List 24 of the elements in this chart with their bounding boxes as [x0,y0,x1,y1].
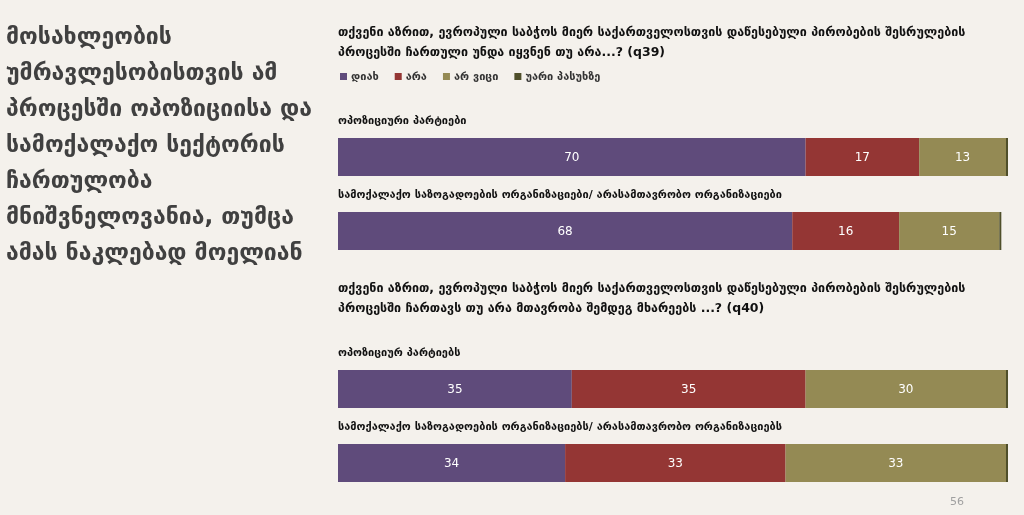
data-label: 70 [564,150,580,164]
data-label: 15 [941,224,957,238]
data-label: 33 [667,456,683,470]
legend-label: არა [405,70,427,83]
data-label: 35 [447,382,463,396]
text: მოსახლეობის უმრავლესობისთვის ამ პროცესში ოპოზიციისა და სამოქალაქო სექტორის ჩართულობა მნიშვნელოვანია, თუმცა ამას ნაკლებად მოელიან [6,23,313,265]
legend-label: არ ვიცი [453,70,499,83]
data-label: 17 [854,150,871,164]
data-label: 30 [898,382,914,396]
text: 56 [950,495,964,508]
chart-title: თქვენი აზრით, ევროპული საბჭოს მიერ საქართველოსთვის დაწესებული პირობების შესრულების პროცესში ჩართავს თუ არა მთავრობა შემდეგ მხარეებს ...? (q40) [338,280,966,315]
chart-title: თქვენი აზრით, ევროპული საბჭოს მიერ საქართველოსთვის დაწესებული პირობების შესრულების პროცესში ჩართული უნდა იყვნენ თუ არა...? (q39) [338,24,966,59]
data-label: 35 [681,382,697,396]
data-label: 16 [838,224,854,238]
data-label: 13 [954,150,971,164]
y-tick-label: ოპოზიციური პარტიები [338,114,467,127]
y-tick-label: ოპოზიციურ პარტიებს [338,346,461,359]
legend-label: დიახ [351,70,379,83]
data-label: 68 [557,224,573,238]
data-label: 34 [443,456,460,470]
y-tick-label: სამოქალაქო საზოგადოების ორგანიზაციები/ არასამთავრობო ორგანიზაციები [338,188,782,201]
data-label: 33 [888,456,904,470]
legend-label: უარი პასუხზე [525,70,601,83]
y-tick-label: სამოქალაქო საზოგადოების ორგანიზაციებს/ არასამთავრობო ორგანიზაციებს [338,420,783,433]
